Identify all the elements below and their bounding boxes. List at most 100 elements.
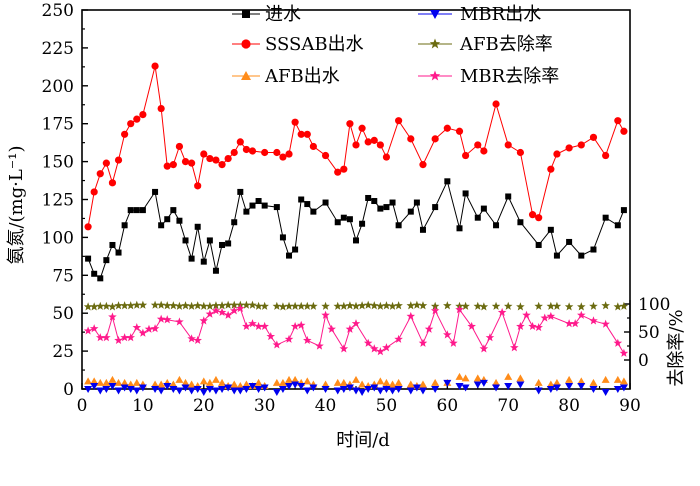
data-point-series-0	[359, 220, 366, 227]
x-tick-label: 50	[376, 396, 398, 416]
data-point-series-3	[358, 389, 367, 397]
data-point-series-4	[156, 300, 166, 309]
data-point-series-4	[552, 301, 562, 310]
data-point-series-1	[528, 211, 537, 219]
data-point-series-3	[278, 386, 287, 393]
data-point-series-2	[552, 378, 561, 386]
data-point-series-2	[546, 380, 555, 388]
data-point-series-5	[382, 343, 391, 352]
data-point-series-3	[230, 387, 239, 395]
data-point-series-1	[90, 188, 98, 196]
data-point-series-2	[151, 380, 160, 388]
data-point-series-5	[223, 310, 233, 319]
data-point-series-0	[194, 223, 201, 230]
data-point-series-4	[150, 300, 160, 309]
data-point-series-0	[602, 214, 609, 221]
data-point-series-1	[547, 165, 555, 173]
data-point-series-3	[211, 387, 220, 395]
data-point-series-0	[249, 202, 256, 209]
data-point-series-5	[272, 340, 282, 349]
data-point-series-4	[284, 301, 294, 310]
data-point-series-5	[315, 341, 324, 350]
data-point-series-4	[418, 301, 428, 310]
data-point-series-2	[565, 375, 574, 383]
data-point-series-5	[528, 321, 537, 331]
data-point-series-3	[352, 387, 360, 395]
data-point-series-3	[254, 386, 263, 393]
data-point-series-5	[303, 335, 312, 345]
data-point-series-4	[376, 301, 385, 310]
data-point-series-3	[126, 386, 135, 393]
y-tick-label: 175	[42, 115, 74, 135]
data-point-series-5	[510, 343, 519, 352]
data-point-series-3	[272, 389, 281, 397]
x-tick-label: 40	[315, 396, 337, 416]
data-point-series-3	[291, 381, 300, 389]
data-point-series-2	[504, 372, 513, 380]
data-point-series-5	[497, 307, 507, 317]
data-point-series-0	[407, 208, 414, 215]
data-point-series-5	[95, 333, 105, 342]
data-point-series-5	[266, 331, 276, 341]
y-tick-label: 200	[42, 77, 74, 97]
data-point-series-0	[261, 202, 268, 209]
x-tick-label: 90	[619, 396, 641, 416]
data-point-series-3	[157, 387, 166, 395]
data-point-series-2	[321, 380, 330, 388]
data-point-series-1	[407, 135, 415, 143]
data-point-series-2	[132, 378, 141, 386]
data-point-series-2	[473, 374, 482, 382]
data-point-series-4	[223, 300, 233, 309]
data-point-series-4	[260, 301, 269, 310]
data-point-series-0	[298, 196, 305, 203]
data-point-series-2	[285, 375, 294, 383]
data-point-series-3	[613, 386, 622, 393]
data-point-series-5	[211, 306, 221, 315]
series-line-5	[87, 307, 625, 354]
data-point-series-3	[193, 386, 202, 393]
data-point-series-0	[97, 275, 104, 282]
data-point-series-2	[175, 375, 184, 383]
data-point-series-0	[553, 252, 560, 259]
data-point-series-1	[102, 159, 110, 167]
data-point-series-5	[369, 344, 379, 353]
x-tick-label: 10	[132, 396, 154, 416]
data-point-series-2	[102, 378, 111, 386]
data-point-series-3	[601, 389, 610, 397]
legend-marker	[430, 10, 440, 19]
data-point-series-1	[431, 135, 439, 143]
data-point-series-3	[388, 387, 397, 395]
data-point-series-5	[601, 319, 610, 328]
data-point-series-5	[150, 324, 160, 333]
y-tick-label: 75	[52, 266, 74, 286]
data-point-series-1	[382, 153, 391, 161]
data-point-series-3	[589, 386, 598, 393]
data-point-series-0	[480, 205, 487, 212]
data-point-series-0	[493, 222, 500, 229]
data-point-series-3	[260, 384, 269, 392]
data-point-series-1	[151, 62, 159, 70]
data-point-series-2	[303, 377, 312, 385]
data-point-series-2	[388, 380, 397, 388]
data-point-series-0	[353, 237, 359, 244]
x-tick-label: 60	[437, 396, 459, 416]
data-point-series-0	[505, 193, 512, 200]
data-point-series-3	[285, 382, 294, 390]
data-point-series-0	[170, 207, 177, 214]
data-point-series-5	[175, 317, 184, 326]
data-point-series-2	[120, 378, 129, 386]
data-point-series-3	[236, 387, 245, 395]
data-point-series-1	[230, 148, 238, 157]
data-point-series-2	[333, 378, 342, 386]
data-point-series-3	[169, 386, 178, 393]
data-point-series-5	[248, 319, 257, 328]
data-point-series-2	[601, 375, 610, 383]
data-point-series-4	[461, 301, 470, 310]
data-point-series-3	[619, 384, 628, 392]
data-point-series-0	[115, 249, 122, 256]
data-point-series-0	[164, 216, 171, 223]
data-point-series-3	[339, 386, 348, 393]
data-point-series-5	[132, 323, 142, 332]
data-point-series-4	[132, 300, 142, 309]
data-point-series-3	[546, 386, 555, 393]
